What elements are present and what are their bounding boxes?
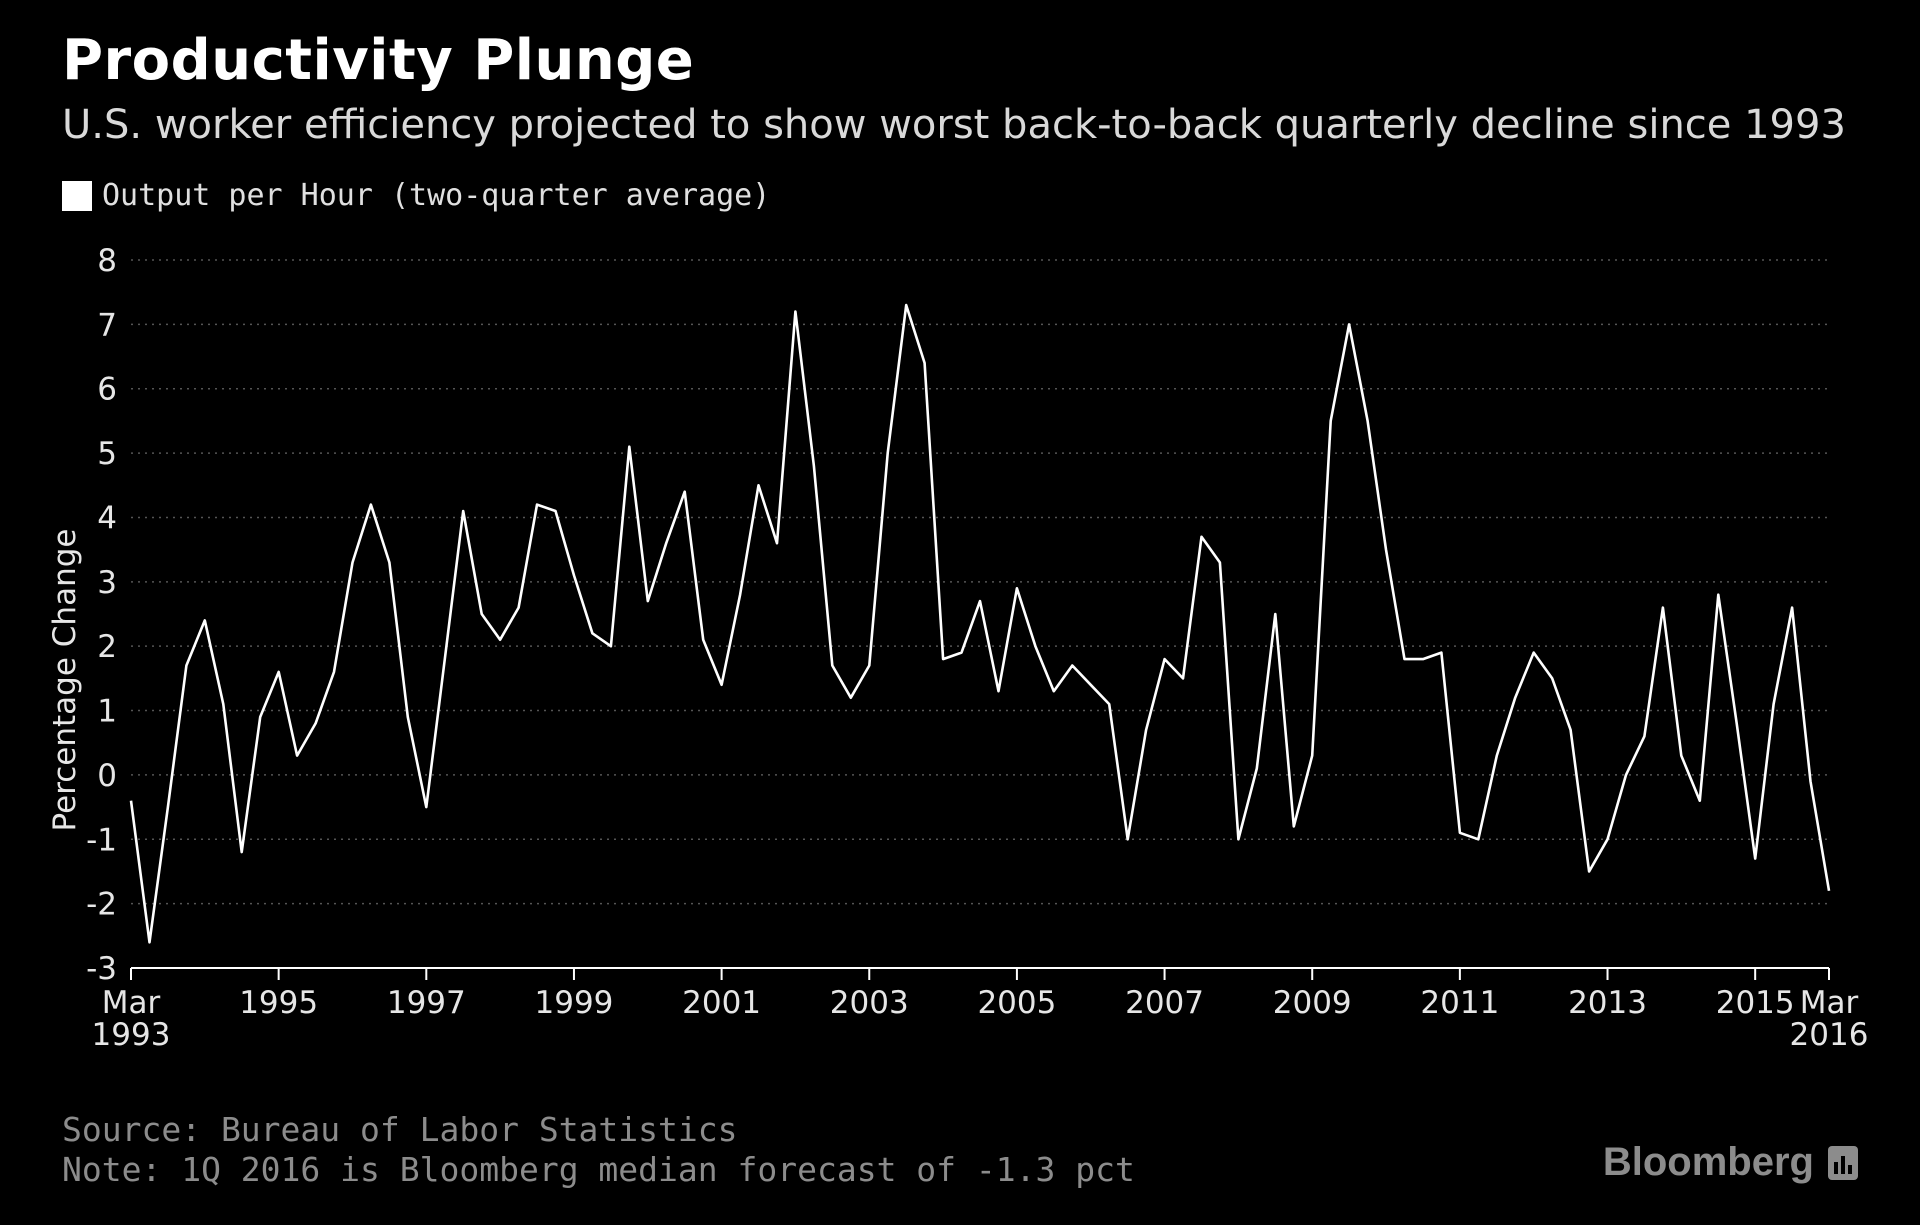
x-tick-label: 2011	[1420, 985, 1499, 1021]
y-tick-label: 5	[97, 436, 117, 472]
y-tick-label: 7	[97, 307, 117, 343]
legend: Output per Hour (two-quarter average)	[62, 178, 770, 213]
chart-title: Productivity Plunge	[62, 28, 695, 93]
x-tick-label: 2003	[830, 985, 909, 1021]
y-tick-label: 8	[97, 243, 117, 279]
y-tick-label: -2	[86, 887, 117, 923]
x-tick-label-year: 2016	[1790, 1017, 1869, 1053]
x-tick-label: 2009	[1273, 985, 1352, 1021]
series-group	[129, 303, 1831, 944]
x-tick-label: 2005	[977, 985, 1056, 1021]
legend-swatch	[62, 180, 92, 211]
source-text: Source: Bureau of Labor Statistics	[62, 1110, 738, 1149]
x-tick-label: 1997	[387, 985, 466, 1021]
brand-name: Bloomberg	[1602, 1140, 1814, 1184]
chart-subtitle: U.S. worker efficiency projected to show…	[62, 102, 1846, 148]
y-axis-ticks: 8 7 6 5 4 3 2 1 0 -1 -2 -3	[86, 243, 117, 987]
y-tick-label: 1	[97, 694, 117, 730]
x-tick-label-year: 1993	[92, 1017, 171, 1053]
brand: Bloomberg	[1603, 1140, 1858, 1185]
x-tick-label: 1995	[239, 985, 318, 1021]
x-tick-label: 2001	[682, 985, 761, 1021]
x-tick-label: 2013	[1568, 985, 1647, 1021]
x-tick-label: 2007	[1125, 985, 1204, 1021]
y-tick-label: 0	[97, 758, 117, 794]
x-tick-label: Mar	[102, 985, 161, 1021]
note-text: Note: 1Q 2016 is Bloomberg median foreca…	[62, 1150, 1135, 1189]
gridlines	[131, 259, 1829, 905]
x-tick-label: 2015	[1716, 985, 1795, 1021]
y-tick-label: 4	[97, 500, 117, 536]
y-tick-label: -1	[86, 822, 117, 858]
legend-label: Output per Hour (two-quarter average)	[102, 178, 771, 213]
x-tick-label: Mar	[1800, 985, 1859, 1021]
bar-chart-icon	[1828, 1145, 1858, 1180]
y-tick-label: 6	[97, 372, 117, 408]
y-tick-label: -3	[86, 951, 117, 987]
y-axis-label: Percentage Change	[47, 529, 83, 832]
series-line	[129, 303, 1831, 944]
y-tick-label: 2	[97, 629, 117, 665]
x-tick-label: 1999	[535, 985, 614, 1021]
footer-notes: Source: Bureau of Labor Statistics Note:…	[62, 1110, 1135, 1190]
y-tick-label: 3	[97, 565, 117, 601]
